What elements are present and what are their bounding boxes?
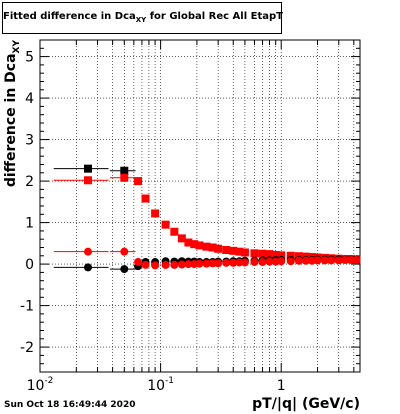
data-point-circle	[177, 260, 186, 269]
data-point-square	[141, 194, 150, 203]
data-point-square	[250, 249, 259, 258]
data-point-circle	[141, 260, 150, 269]
x-tick-label: 10-1	[147, 376, 174, 394]
y-tick-label: -1	[20, 299, 34, 315]
data-point-circle	[195, 259, 204, 268]
data-point-circle	[151, 261, 160, 270]
data-point-square	[184, 238, 193, 247]
data-point-circle	[235, 258, 244, 267]
data-point-circle	[120, 265, 129, 274]
x-axis-title: pT/|q| (GeV/c)	[252, 396, 360, 412]
data-point-circle	[120, 247, 129, 256]
data-point-square	[271, 250, 280, 259]
data-point-circle	[294, 256, 303, 265]
data-point-square	[258, 249, 267, 258]
data-point-square	[190, 240, 199, 249]
data-point-square	[240, 248, 249, 257]
data-point-square	[83, 176, 92, 185]
data-point-circle	[184, 260, 193, 269]
data-point-circle	[229, 258, 238, 267]
data-point-circle	[83, 263, 92, 272]
data-point-circle	[265, 257, 274, 266]
data-point-circle	[352, 255, 361, 264]
chart-title: Fitted difference in DcaXY for Global Re…	[3, 11, 283, 24]
y-tick-label: -2	[20, 340, 34, 356]
data-point-circle	[208, 259, 217, 268]
timestamp-footer: Sun Oct 18 16:49:44 2020	[4, 400, 136, 410]
data-point-circle	[258, 258, 267, 267]
data-point-square	[161, 220, 170, 229]
chart-title-main: Fitted difference in Dca	[3, 11, 136, 22]
chart-title-subscript: XY	[135, 16, 147, 24]
data-point-circle	[240, 258, 249, 267]
chart-title-rest: for Global Rec All EtapT	[146, 11, 283, 22]
data-point-square	[202, 242, 211, 251]
data-point-square	[214, 244, 223, 253]
data-point-square	[277, 251, 286, 260]
data-point-circle	[214, 259, 223, 268]
data-point-circle	[313, 256, 322, 265]
data-point-square	[222, 245, 231, 254]
data-point-square	[229, 246, 238, 255]
data-point-square	[120, 173, 129, 182]
data-point-square	[170, 227, 179, 236]
data-point-circle	[161, 260, 170, 269]
data-point-square	[208, 243, 217, 252]
data-point-square	[83, 164, 92, 173]
data-point-square	[120, 166, 129, 175]
data-point-circle	[170, 260, 179, 269]
data-point-circle	[301, 256, 310, 265]
x-tick-label: 10-2	[27, 376, 54, 394]
data-point-circle	[320, 256, 329, 265]
data-point-square	[286, 251, 295, 260]
data-point-circle	[341, 255, 350, 264]
y-tick-label: 2	[25, 174, 34, 190]
data-point-circle	[202, 259, 211, 268]
x-tick-label: 1	[277, 378, 286, 394]
y-tick-label: 0	[25, 257, 34, 273]
data-point-square	[265, 250, 274, 259]
data-point-square	[195, 241, 204, 250]
data-point-circle	[327, 256, 336, 265]
y-axis-title: difference in DcaXY	[3, 40, 22, 188]
data-point-circle	[134, 258, 143, 267]
data-point-circle	[334, 256, 343, 265]
data-point-circle	[277, 257, 286, 266]
data-point-square	[177, 234, 186, 243]
data-point-square	[151, 209, 160, 218]
data-point-square	[235, 247, 244, 256]
y-tick-label: 4	[25, 91, 34, 107]
plot-frame	[39, 39, 361, 373]
y-tick-label: 3	[25, 133, 34, 149]
data-point-circle	[83, 247, 92, 256]
data-point-circle	[222, 258, 231, 267]
y-tick-label: 5	[25, 50, 34, 66]
chart-title-box: Fitted difference in DcaXY for Global Re…	[2, 2, 283, 34]
y-tick-label: 1	[25, 216, 34, 232]
data-point-circle	[286, 257, 295, 266]
data-point-square	[134, 177, 143, 186]
data-point-circle	[250, 258, 259, 267]
